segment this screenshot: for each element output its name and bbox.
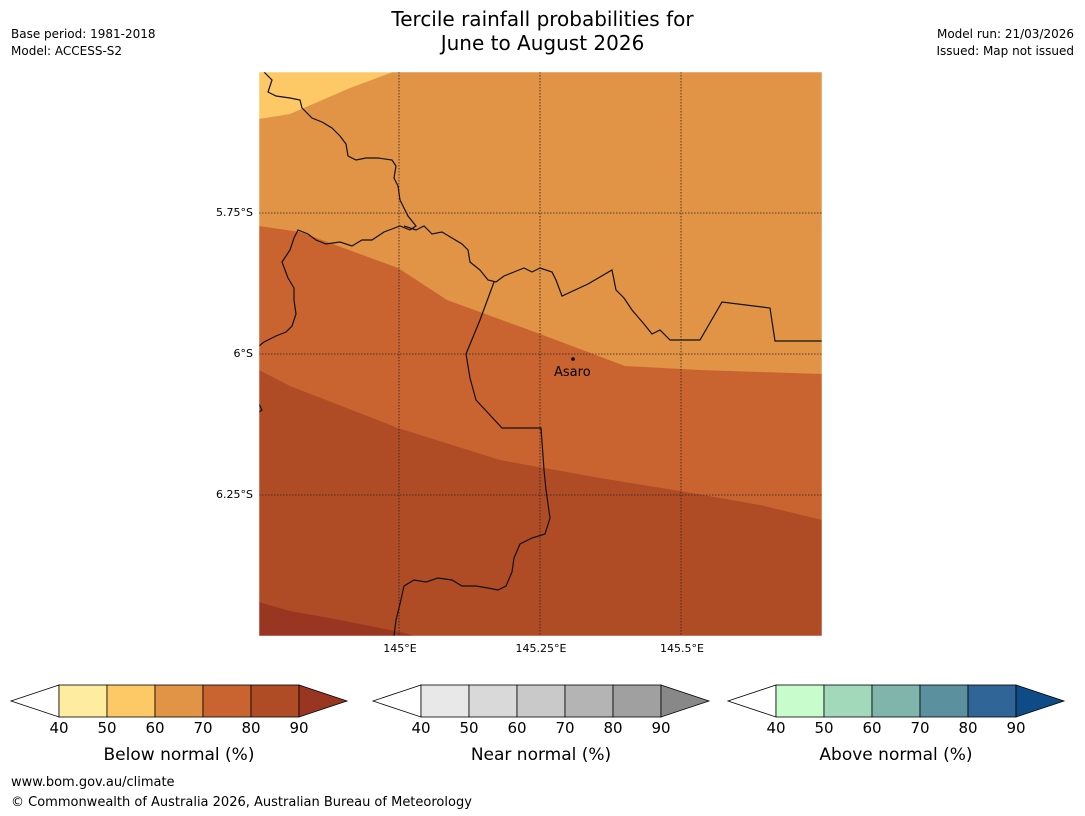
- legend-below-segment-1: [106, 684, 156, 718]
- model-name: Model: ACCESS-S2: [11, 44, 123, 58]
- legend-above-extend-low: [726, 684, 777, 718]
- legend-below-normal: [9, 684, 349, 718]
- tick-below-40: 40: [49, 719, 69, 737]
- lat-label-6.25: 6.25°S: [216, 488, 253, 501]
- border-north: [259, 72, 417, 347]
- tick-above-60: 60: [862, 719, 882, 737]
- tick-near-80: 80: [603, 719, 623, 737]
- legend-near-segment-1: [468, 684, 518, 718]
- border-west-fragment: [259, 403, 263, 413]
- legend-above-normal: [726, 684, 1066, 718]
- lon-label-145.25: 145.25°E: [515, 642, 567, 655]
- base-period: Base period: 1981-2018: [11, 27, 156, 41]
- lat-label-5.75: 5.75°S: [216, 206, 253, 219]
- tick-near-40: 40: [411, 719, 431, 737]
- legend-below-segment-2: [154, 684, 204, 718]
- legend-above-title: Above normal (%): [819, 745, 973, 765]
- legend-below-extend-high: [298, 684, 349, 718]
- legend-above-segment-2: [871, 684, 921, 718]
- zone-below-90-plus: [259, 602, 415, 636]
- meta-right: Model run: 21/03/2026 Issued: Map not is…: [936, 26, 1074, 60]
- tick-near-70: 70: [555, 719, 575, 737]
- asaro-marker: [571, 357, 575, 361]
- lon-label-145.5: 145.5°E: [660, 642, 704, 655]
- tick-below-70: 70: [193, 719, 213, 737]
- title-line-2: June to August 2026: [440, 31, 645, 55]
- tick-above-50: 50: [814, 719, 834, 737]
- probability-zones: [259, 72, 822, 636]
- legend-above-extend-high: [1015, 684, 1066, 718]
- tick-above-80: 80: [958, 719, 978, 737]
- legend-below-title: Below normal (%): [103, 745, 255, 765]
- footer-copyright: © Commonwealth of Australia 2026, Austra…: [11, 795, 472, 810]
- graticule: [259, 72, 822, 636]
- lat-label-6: 6°S: [233, 347, 253, 360]
- legend-above-segment-4: [967, 684, 1017, 718]
- legend-near-segment-3: [564, 684, 614, 718]
- tick-near-90: 90: [651, 719, 671, 737]
- legend-near-segment-0: [420, 684, 470, 718]
- legend-near-title: Near normal (%): [470, 745, 612, 765]
- footer-url: www.bom.gov.au/climate: [11, 775, 175, 790]
- legend-below-extend-low: [9, 684, 60, 718]
- legend-below-segment-0: [58, 684, 108, 718]
- legend-near-extend-low: [371, 684, 422, 718]
- legend-above-segment-3: [919, 684, 969, 718]
- zone-below-80-90: [259, 370, 822, 636]
- legend-near-segment-2: [516, 684, 566, 718]
- legend-below-segment-4: [250, 684, 300, 718]
- legend-near-normal: [371, 684, 711, 718]
- tick-above-40: 40: [766, 719, 786, 737]
- tick-above-70: 70: [910, 719, 930, 737]
- issued-status: Issued: Map not issued: [936, 44, 1074, 58]
- title-line-1: Tercile rainfall probabilities for: [391, 7, 694, 31]
- border-central: [393, 281, 551, 636]
- place-label-asaro: Asaro: [554, 365, 591, 380]
- model-run: Model run: 21/03/2026: [936, 27, 1074, 41]
- map-frame: [258, 71, 823, 637]
- lon-label-145: 145°E: [383, 642, 417, 655]
- border-east: [403, 225, 822, 342]
- tick-below-80: 80: [241, 719, 261, 737]
- tick-below-60: 60: [145, 719, 165, 737]
- map-title: Tercile rainfall probabilities for June …: [0, 7, 1085, 55]
- zone-below-50-60: [259, 72, 393, 119]
- legend-below-segment-3: [202, 684, 252, 718]
- legend-bars: [9, 684, 1066, 718]
- tick-near-50: 50: [459, 719, 479, 737]
- tick-below-50: 50: [97, 719, 117, 737]
- tick-below-90: 90: [289, 719, 309, 737]
- legend-near-extend-high: [660, 684, 711, 718]
- legend-above-segment-1: [823, 684, 873, 718]
- meta-left: Base period: 1981-2018 Model: ACCESS-S2: [11, 26, 156, 60]
- legend-above-segment-0: [775, 684, 825, 718]
- tick-near-60: 60: [507, 719, 527, 737]
- admin-borders: [259, 72, 822, 636]
- tick-above-90: 90: [1006, 719, 1026, 737]
- legend-near-segment-4: [612, 684, 662, 718]
